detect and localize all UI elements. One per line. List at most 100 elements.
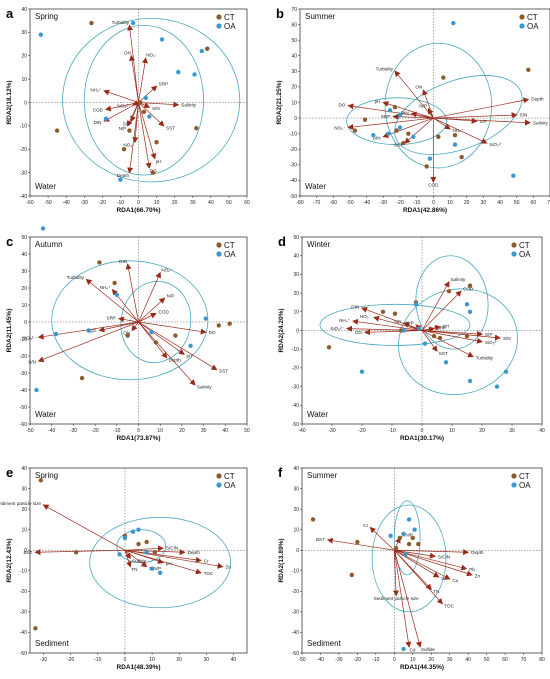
env-vector-label: SRP — [107, 316, 116, 321]
ct-sample-point — [437, 335, 443, 341]
x-tick-label: 0 — [137, 428, 140, 434]
y-tick-label: -20 — [20, 354, 27, 360]
oa-sample-point — [464, 302, 470, 307]
matrix-label: Sediment — [307, 639, 342, 648]
ct-sample-point — [173, 333, 178, 338]
x-tick-label: 40 — [231, 657, 237, 663]
env-vector-arrow — [433, 117, 488, 144]
x-axis-label: RDA1(66.70%) — [116, 207, 160, 214]
env-vector-label: Depth — [531, 96, 544, 101]
env-vector-label: Salinity — [533, 120, 549, 125]
x-tick-label: -20 — [99, 200, 106, 206]
env-vector-label: S/N — [503, 336, 511, 341]
env-vector-label: Zn — [475, 573, 481, 578]
y-tick-label: 20 — [293, 507, 299, 513]
y-tick-label: 40 — [21, 252, 27, 258]
y-tick-label: -20 — [292, 589, 299, 595]
y-tick-label: 60 — [291, 22, 297, 28]
y-tick-label: -10 — [20, 124, 27, 130]
x-tick-label: -40 — [63, 200, 70, 206]
ct-sample-point — [216, 323, 221, 328]
env-vector-arrow — [37, 321, 139, 363]
env-vector-label: TN — [433, 589, 439, 594]
env-vector-label: S/P — [394, 319, 401, 324]
env-vector-arrow — [410, 111, 434, 119]
env-vector-label: Sulfide — [421, 647, 435, 652]
env-vector-label: Salinity — [197, 385, 213, 390]
env-vector-label: Cd — [410, 647, 416, 652]
oa-sample-point — [511, 173, 516, 178]
env-vector-label: TOC — [204, 571, 214, 576]
env-vector-label: NH₄⁺ — [339, 318, 351, 323]
legend-marker-ct — [216, 242, 222, 248]
x-tick-label: 20 — [428, 657, 434, 663]
env-vector-arrow — [34, 549, 125, 556]
x-tick-label: -40 — [363, 200, 370, 206]
legend-label-oa: OA — [519, 481, 531, 490]
x-tick-label: 30 — [204, 657, 210, 663]
env-vector-label: SiO₃²⁻ — [331, 326, 345, 331]
env-vector-arrow — [138, 102, 152, 169]
rda-panel-d: -40 -30 -20 -10 0 10 20 30 40-50-40-30-20-100102… — [278, 234, 545, 442]
x-tick-label: 60 — [244, 200, 250, 206]
env-vector-label: COD — [463, 287, 474, 292]
env-vector-label: S/P — [123, 121, 130, 126]
env-vector-label: SST — [219, 369, 228, 374]
ct-sample-point — [136, 541, 141, 547]
y-tick-label: 40 — [291, 54, 297, 60]
y-tick-label: 10 — [293, 527, 299, 533]
env-vector-arrow — [421, 330, 438, 352]
env-vector-label: DIN — [373, 135, 381, 140]
ct-sample-point — [526, 67, 531, 72]
ct-sample-point — [406, 541, 412, 547]
ct-sample-point — [227, 321, 232, 326]
confidence-ellipse — [89, 516, 232, 609]
ct-sample-point — [452, 133, 458, 138]
y-tick-label: 50 — [291, 38, 297, 44]
x-tick-label: -30 — [380, 200, 387, 206]
env-vector-arrow — [427, 107, 434, 119]
ct-sample-point — [467, 283, 473, 288]
env-vector-arrow — [421, 330, 474, 358]
env-vector-label: S/N — [520, 112, 528, 117]
env-vector-label: pH — [156, 159, 162, 164]
y-tick-label: -30 — [20, 610, 27, 616]
oa-sample-point — [117, 552, 122, 557]
env-vector-arrow — [138, 102, 157, 160]
env-vector-arrow — [42, 504, 126, 551]
x-tick-label: 40 — [208, 200, 214, 206]
env-vector-arrow — [421, 330, 483, 344]
env-vector-arrow — [393, 550, 412, 648]
x-tick-label: 70 — [521, 657, 527, 663]
x-tick-label: -20 — [396, 200, 403, 206]
oa-sample-point — [158, 570, 163, 576]
ct-sample-point — [112, 280, 117, 286]
x-tick-label: -40 — [317, 657, 324, 663]
oa-sample-point — [411, 134, 416, 139]
x-tick-label: 50 — [514, 200, 520, 206]
env-vector-label: SST — [166, 125, 175, 130]
env-vector-arrow — [369, 526, 395, 551]
env-vector-arrow — [138, 102, 165, 127]
x-tick-label: -80 — [296, 200, 303, 206]
oa-sample-point — [130, 529, 136, 534]
plot-frame — [301, 467, 543, 654]
oa-sample-point — [443, 360, 449, 365]
env-vector-label: TN — [131, 567, 137, 572]
env-vector-arrow — [394, 549, 443, 605]
x-tick-label: -40 — [48, 428, 55, 434]
ct-sample-point — [464, 333, 470, 339]
env-vector-arrow — [85, 278, 139, 323]
x-tick-label: 60 — [531, 200, 537, 206]
y-tick-label: 40 — [21, 466, 27, 472]
rda-panel-e: -30 -20 -10 0 10 20 30 40 -50 -40 -30 -20 -10 0 10 20 30… — [0, 465, 248, 671]
env-vector-arrow — [393, 550, 422, 648]
plot-frame — [29, 467, 248, 654]
x-tick-label: -10 — [388, 428, 395, 434]
matrix-label: Water — [307, 410, 328, 419]
y-tick-label: 0 — [294, 116, 297, 122]
x-tick-label: -30 — [335, 657, 342, 663]
y-tick-label: -50 — [290, 194, 297, 200]
x-tick-label: -30 — [70, 428, 77, 434]
